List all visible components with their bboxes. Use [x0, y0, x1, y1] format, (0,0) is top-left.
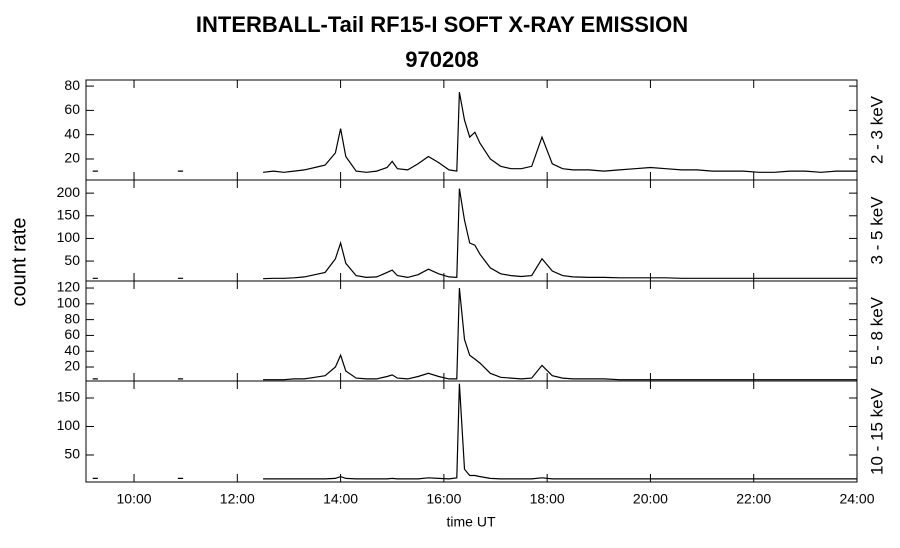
y-tick-label: 100 — [57, 417, 81, 433]
data-line — [92, 92, 857, 173]
x-axis-label: time UT — [447, 514, 496, 530]
x-tick-label: 18:00 — [530, 491, 565, 507]
y-tick-label: 200 — [57, 184, 81, 200]
panel-label: 5 - 8 keV — [867, 296, 886, 365]
y-tick-label: 50 — [64, 252, 80, 268]
y-tick-label: 150 — [57, 206, 81, 222]
x-tick-label: 16:00 — [426, 491, 461, 507]
panel-frame — [85, 79, 858, 181]
panel-frame — [85, 280, 858, 382]
panel-frame — [85, 380, 858, 483]
x-tick-label: 14:00 — [323, 491, 358, 507]
y-tick-label: 40 — [64, 125, 80, 141]
data-line — [92, 287, 857, 381]
panel-frame — [85, 179, 858, 282]
panel-label: 2 - 3 keV — [867, 95, 886, 164]
panel-label: 10 - 15 keV — [867, 387, 886, 475]
x-tick-label: 22:00 — [736, 491, 771, 507]
y-tick-label: 100 — [57, 295, 81, 311]
data-line — [92, 383, 857, 480]
data-line — [92, 188, 857, 280]
y-tick-label: 150 — [57, 389, 81, 405]
x-tick-label: 12:00 — [220, 491, 255, 507]
chart-subtitle: 970208 — [405, 47, 478, 72]
y-tick-label: 100 — [57, 229, 81, 245]
y-tick-label: 60 — [64, 326, 80, 342]
y-tick-label: 40 — [64, 342, 80, 358]
y-tick-label: 20 — [64, 150, 80, 166]
x-tick-label: 10:00 — [117, 491, 152, 507]
y-axis-label: count rate — [8, 218, 30, 307]
y-tick-label: 80 — [64, 310, 80, 326]
chart-title: INTERBALL-Tail RF15-I SOFT X-RAY EMISSIO… — [196, 12, 688, 37]
y-tick-label: 120 — [57, 279, 81, 295]
y-tick-label: 50 — [64, 446, 80, 462]
panel-label: 3 - 5 keV — [867, 196, 886, 265]
y-tick-label: 20 — [64, 358, 80, 374]
x-tick-label: 24:00 — [839, 491, 874, 507]
y-tick-label: 80 — [64, 77, 80, 93]
x-tick-label: 20:00 — [633, 491, 668, 507]
y-tick-label: 60 — [64, 101, 80, 117]
